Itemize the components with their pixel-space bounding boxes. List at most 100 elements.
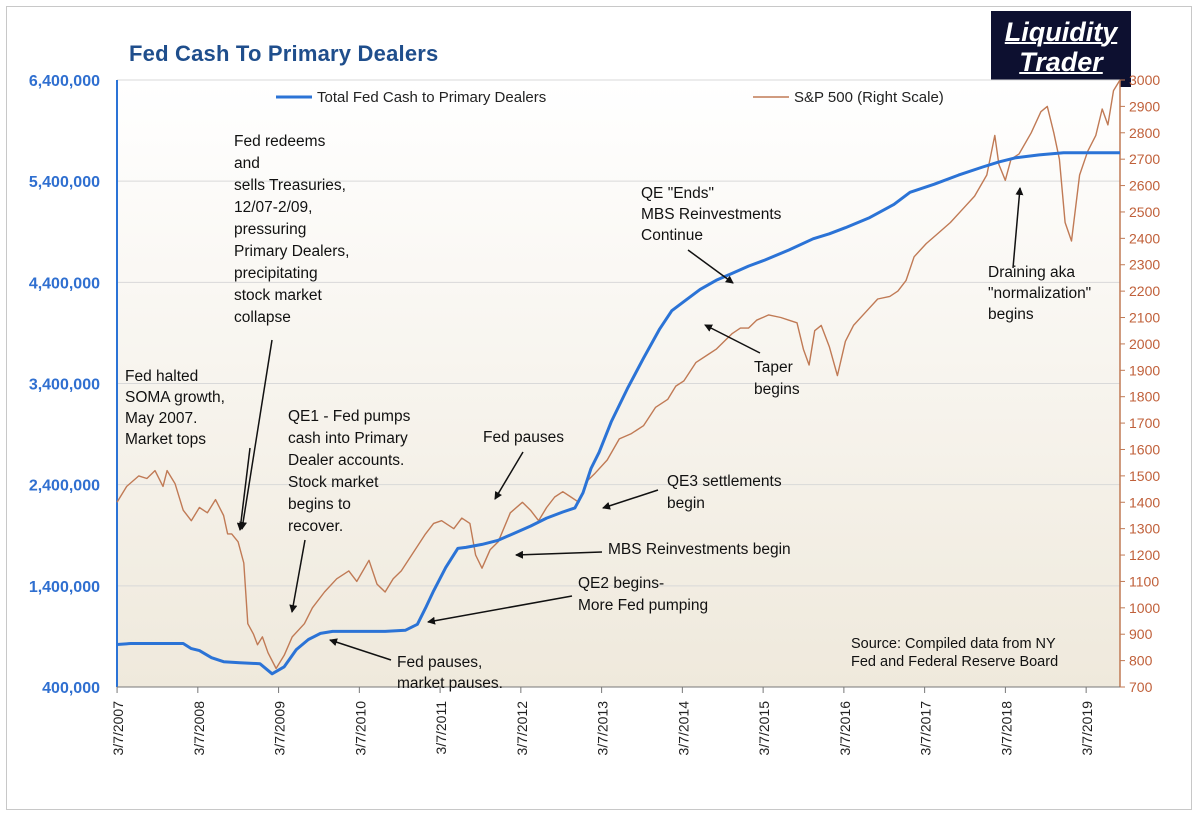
annotation-qe2-line: More Fed pumping [578, 597, 708, 614]
x-tick-label: 3/7/2017 [918, 701, 934, 756]
annotation-arrow [515, 550, 603, 559]
annotation-qe1-line: recover. [288, 518, 343, 535]
right-tick-label: 2600 [1129, 178, 1160, 194]
logo-line-2: Trader [1019, 47, 1103, 77]
annotation-qe1-line: begins to [288, 496, 351, 513]
annotation-fed-redeems-line: Primary Dealers, [234, 243, 349, 260]
x-tick-label: 3/7/2008 [191, 701, 207, 756]
annotation-fed-redeems-line: precipitating [234, 265, 318, 282]
annotation-source-line: Fed and Federal Reserve Board [851, 654, 1058, 670]
right-tick-label: 2400 [1129, 230, 1160, 246]
annotation-qe3-line: QE3 settlements [667, 473, 782, 490]
right-tick-label: 1800 [1129, 389, 1160, 405]
annotation-arrow [704, 324, 761, 354]
right-tick-label: 2700 [1129, 151, 1160, 167]
chart-title: Fed Cash To Primary Dealers [129, 41, 439, 66]
annotation-qe-ends-line: QE "Ends" [641, 185, 714, 202]
annotation-qe1-line: QE1 - Fed pumps [288, 408, 411, 425]
annotation-qe-ends-line: MBS Reinvestments [641, 206, 782, 223]
gridlines [117, 79, 1120, 587]
right-axis: 700 800 900 1000 1100 1200 1300 1400 1500 1600 170… [1119, 72, 1160, 695]
right-tick-label: 1400 [1129, 494, 1160, 510]
left-tick-label: 2,400,000 [29, 478, 100, 495]
x-tick-label: 3/7/2014 [675, 701, 691, 756]
right-tick-label: 2100 [1129, 310, 1160, 326]
annotation-qe3: QE3 settlements begin [667, 473, 782, 512]
x-tick-label: 3/7/2009 [272, 701, 288, 756]
annotation-qe2: QE2 begins- More Fed pumping [578, 575, 708, 614]
annotation-fed-redeems-line: 12/07-2/09, [234, 199, 312, 216]
left-tick-label: 400,000 [42, 680, 100, 697]
annotation-draining-line: Draining aka [988, 264, 1075, 281]
x-tick-label: 3/7/2007 [110, 701, 126, 756]
annotation-taper: Taper begins [754, 359, 800, 398]
annotation-fed-halted-line: SOMA growth, [125, 389, 225, 406]
annotation-qe1-line: Stock market [288, 474, 379, 491]
annotation-taper-line: begins [754, 381, 800, 398]
right-tick-label: 1000 [1129, 600, 1160, 616]
right-tick-label: 1100 [1129, 573, 1159, 589]
x-tick-label: 3/7/2011 [433, 701, 449, 755]
right-tick-label: 2500 [1129, 204, 1160, 220]
annotation-taper-line: Taper [754, 359, 793, 376]
annotation-arrow [236, 447, 251, 531]
right-tick-label: 1700 [1129, 415, 1160, 431]
annotation-qe2-line: QE2 begins- [578, 575, 664, 592]
left-axis: 400,000 1,400,000 2,400,000 3,400,000 4,400,… [29, 73, 118, 697]
annotation-fed-pauses-line: Fed pauses [483, 429, 564, 446]
annotation-mbs-begin: MBS Reinvestments begin [608, 541, 791, 558]
x-tick-label: 3/7/2013 [595, 701, 611, 756]
right-tick-label: 3000 [1129, 72, 1160, 88]
right-tick-label: 800 [1129, 653, 1153, 669]
annotations: Fed halted SOMA growth, May 2007. Market to… [125, 133, 1091, 692]
annotation-arrow [494, 451, 524, 500]
annotation-arrow [602, 489, 659, 510]
annotation-arrow [329, 638, 392, 661]
series-layer [116, 79, 1121, 676]
annotation-draining-line: "normalization" [988, 285, 1091, 302]
left-tick-label: 1,400,000 [29, 579, 100, 596]
annotation-draining: Draining aka "normalization" begins [988, 264, 1091, 323]
legend: Total Fed Cash to Primary Dealers S&P 500… [276, 89, 944, 106]
right-tick-label: 2800 [1129, 125, 1160, 141]
annotation-fed-pauses: Fed pauses [483, 429, 564, 446]
annotation-arrow [687, 249, 734, 284]
right-tick-label: 2000 [1129, 336, 1160, 352]
annotation-qe-ends: QE "Ends" MBS Reinvestments Continue [641, 185, 782, 244]
right-tick-label: 1500 [1129, 468, 1160, 484]
fed-cash-line [116, 151, 1120, 676]
annotation-source-line: Source: Compiled data from NY [851, 636, 1056, 652]
right-tick-label: 700 [1129, 679, 1153, 695]
annotation-qe1-line: cash into Primary [288, 430, 408, 447]
annotation-fed-pauses-market: Fed pauses, market pauses. [397, 654, 503, 692]
annotation-qe3-line: begin [667, 495, 705, 512]
x-tick-label: 3/7/2015 [756, 701, 772, 756]
annotation-fed-redeems-line: stock market [234, 287, 323, 304]
legend-sp-label: S&P 500 (Right Scale) [794, 89, 944, 106]
right-tick-label: 900 [1129, 626, 1153, 642]
right-tick-label: 1600 [1129, 441, 1160, 457]
annotation-fed-redeems-line: sells Treasuries, [234, 177, 346, 194]
annotation-fed-halted: Fed halted SOMA growth, May 2007. Market to… [125, 368, 225, 448]
right-tick-label: 2300 [1129, 257, 1160, 273]
annotation-mbs-begin-line: MBS Reinvestments begin [608, 541, 791, 558]
right-tick-label: 1900 [1129, 362, 1160, 378]
x-tick-label: 3/7/2019 [1079, 701, 1095, 756]
left-tick-label: 4,400,000 [29, 275, 100, 292]
annotation-fed-redeems-line: Fed redeems [234, 133, 326, 150]
left-tick-label: 3,400,000 [29, 377, 100, 394]
x-tick-label: 3/7/2010 [352, 701, 368, 756]
annotation-arrow [289, 539, 306, 613]
logo-line-1: Liquidity [1004, 17, 1118, 47]
annotation-fed-redeems-line: and [234, 155, 260, 172]
annotation-arrow [427, 595, 573, 625]
annotation-arrow [1012, 187, 1024, 269]
liquidity-trader-logo: Liquidity Trader [991, 11, 1131, 87]
x-tick-label: 3/7/2018 [998, 701, 1014, 756]
annotation-fed-halted-line: Fed halted [125, 368, 198, 385]
annotation-qe-ends-line: Continue [641, 227, 703, 244]
left-tick-label: 6,400,000 [29, 73, 100, 90]
x-axis: 3/7/2007 3/7/2008 3/7/2009 3/7/2010 3/7/2011… [110, 686, 1120, 756]
right-tick-label: 2900 [1129, 98, 1160, 114]
annotation-fed-redeems: Fed redeems and sells Treasuries, 12/07-2/0… [234, 133, 349, 326]
